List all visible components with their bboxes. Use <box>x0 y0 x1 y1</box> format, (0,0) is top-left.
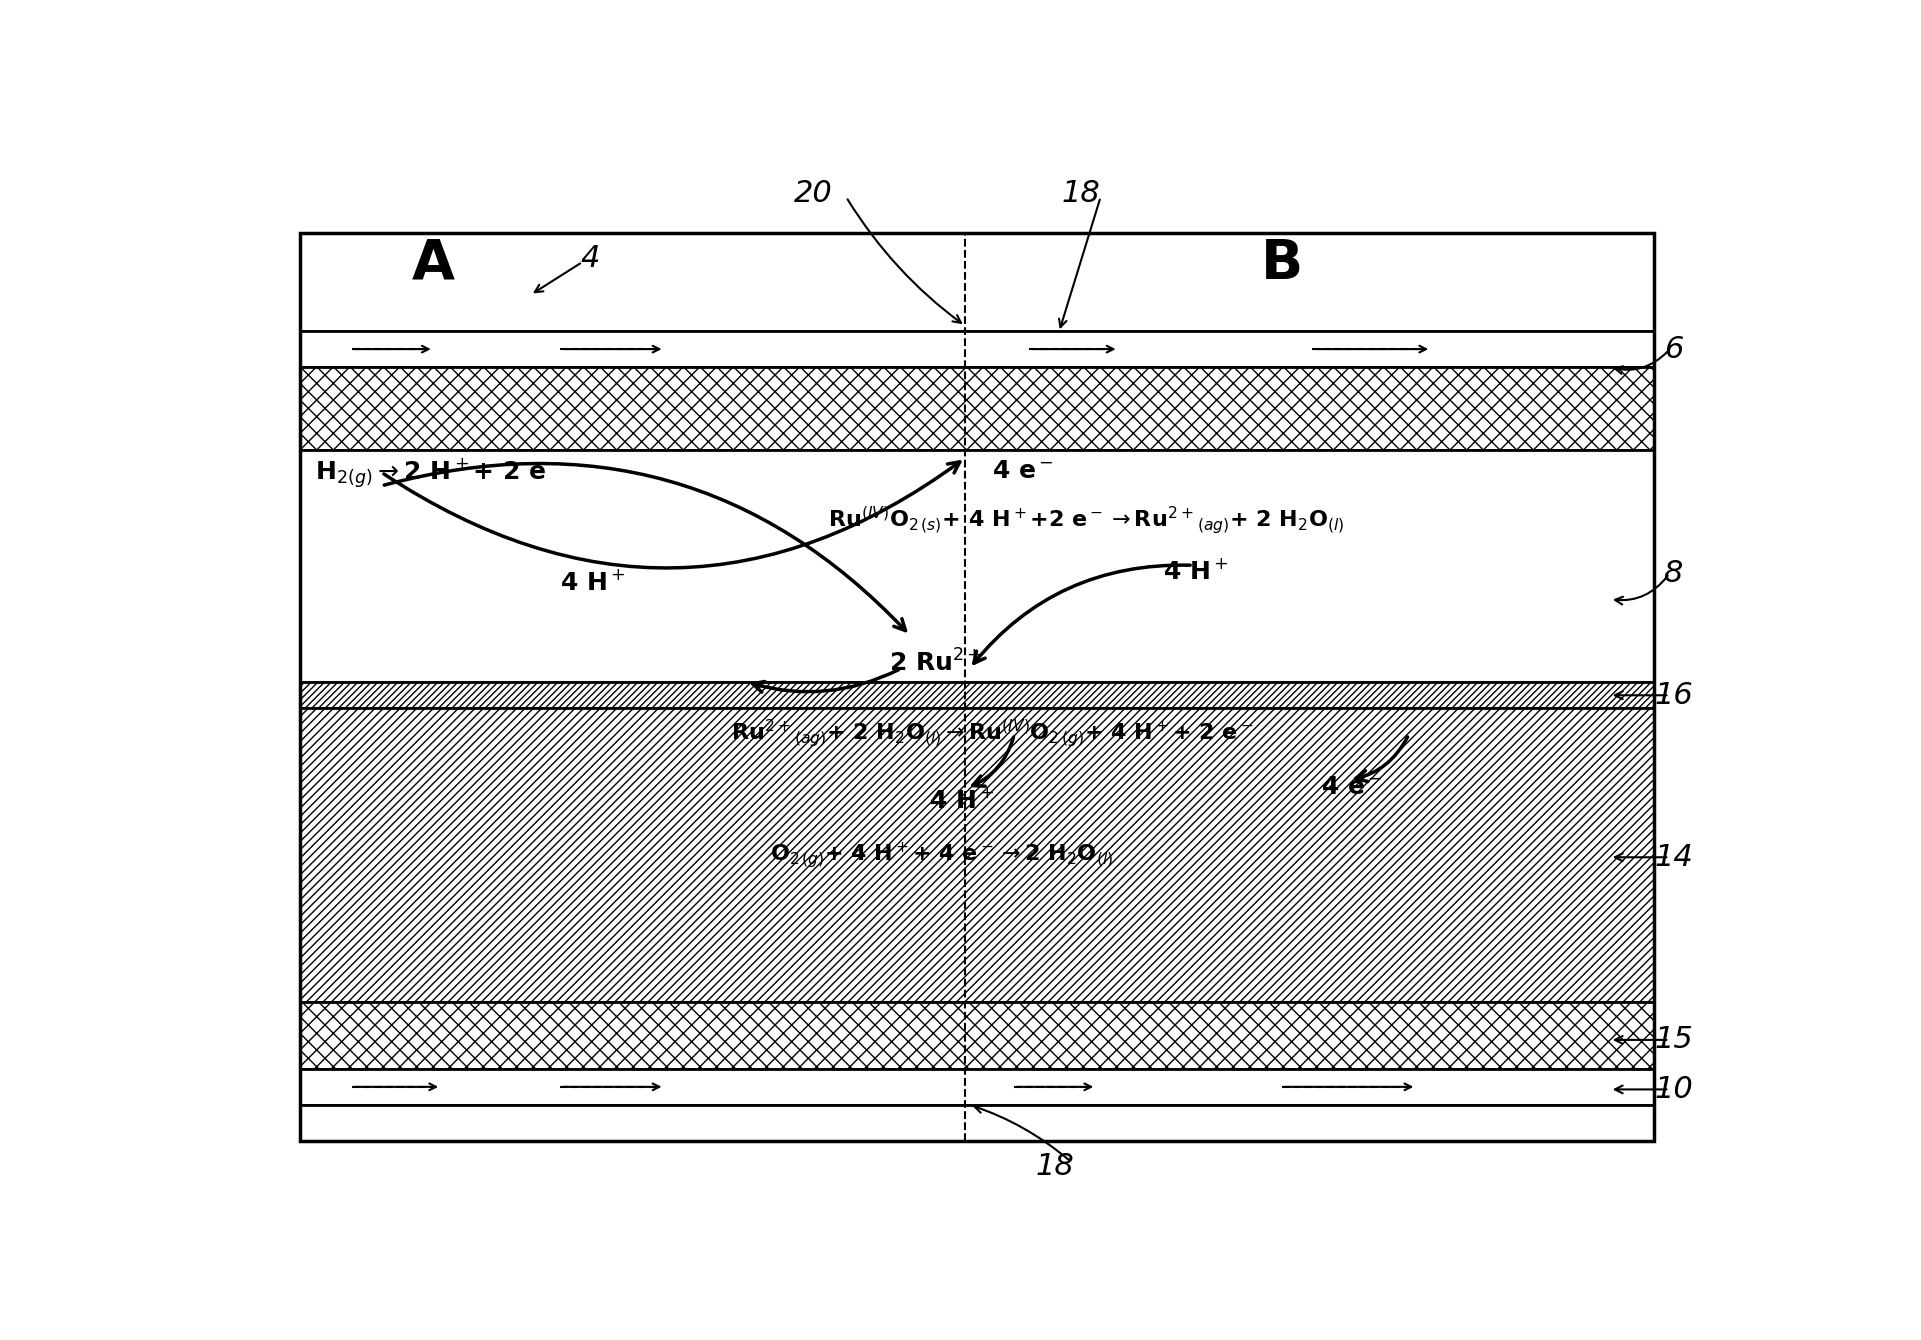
Text: 18: 18 <box>1035 1152 1074 1182</box>
Text: B: B <box>1262 237 1302 291</box>
Text: 4 H$^+$: 4 H$^+$ <box>930 788 995 813</box>
Bar <box>300 233 1654 1142</box>
Text: 16: 16 <box>1654 681 1692 710</box>
Bar <box>300 331 1654 367</box>
Text: O$_{2\,(g)}$+ 4 H$^+$+ 4 e$^-$$\rightarrow$2 H$_2$O$_{(l)}$: O$_{2\,(g)}$+ 4 H$^+$+ 4 e$^-$$\rightarr… <box>770 842 1114 871</box>
Text: 4 H$^+$: 4 H$^+$ <box>561 571 626 595</box>
Bar <box>300 1002 1654 1069</box>
Bar <box>300 682 1654 708</box>
Text: 4 e$^-$: 4 e$^-$ <box>1322 775 1383 799</box>
Text: 15: 15 <box>1654 1025 1692 1055</box>
Text: Ru$^{(IV)}$O$_{2\,(s)}$+ 4 H$^+$+2 e$^-$$\rightarrow$Ru$^{2+}$$_{(ag)}$+ 2 H$_2$: Ru$^{(IV)}$O$_{2\,(s)}$+ 4 H$^+$+2 e$^-$… <box>828 504 1345 536</box>
Text: Ru$^{2+}$$_{(ag)}$+ 2 H$_2$O$_{(l)}$$\rightarrow$Ru$^{(IV)}$O$_{2\,(g)}$+ 4 H$^+: Ru$^{2+}$$_{(ag)}$+ 2 H$_2$O$_{(l)}$$\ri… <box>732 717 1254 749</box>
Text: 2 Ru$^{2+}$: 2 Ru$^{2+}$ <box>889 650 982 677</box>
Bar <box>300 450 1654 682</box>
Bar <box>300 1069 1654 1106</box>
Text: 6: 6 <box>1664 335 1683 364</box>
Bar <box>300 233 1654 331</box>
Bar <box>300 708 1654 1002</box>
Bar <box>300 367 1654 450</box>
Text: A: A <box>413 237 455 291</box>
Text: 20: 20 <box>793 180 832 208</box>
Text: 14: 14 <box>1654 843 1692 872</box>
Text: H$_{2(g)}\rightarrow$2 H$^+$+ 2 e$^-$: H$_{2(g)}\rightarrow$2 H$^+$+ 2 e$^-$ <box>315 457 563 490</box>
Text: 18: 18 <box>1062 180 1101 208</box>
Text: 10: 10 <box>1654 1075 1692 1104</box>
Bar <box>300 1106 1654 1142</box>
Text: 8: 8 <box>1664 559 1683 588</box>
Text: 4 e$^-$: 4 e$^-$ <box>991 460 1053 484</box>
Text: 4: 4 <box>580 244 599 273</box>
Text: 4 H$^+$: 4 H$^+$ <box>1164 559 1229 584</box>
